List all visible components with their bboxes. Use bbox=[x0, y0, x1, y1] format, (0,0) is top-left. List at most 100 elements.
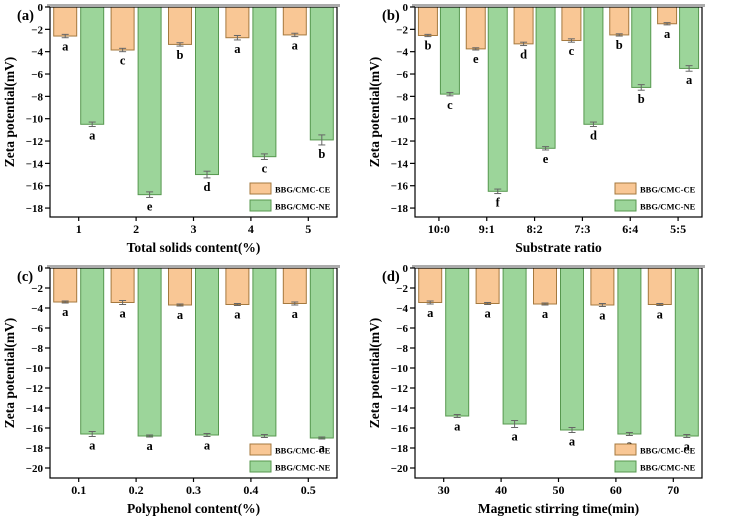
significance-letter: e bbox=[543, 152, 549, 166]
significance-letter: b bbox=[616, 38, 623, 52]
y-tick-label: −6 bbox=[396, 69, 408, 81]
x-tick-label: 70 bbox=[667, 483, 679, 497]
x-tick-label: 0.3 bbox=[186, 483, 201, 497]
significance-letter: a bbox=[686, 73, 693, 87]
panel-b: (b) b e d c b a c f e d b a 0 −2 −4 −6 −8 −10 −12 −14 −16 −18 1… bbox=[365, 0, 730, 261]
y-tick-label: −18 bbox=[391, 443, 409, 455]
significance-letter: b bbox=[318, 147, 325, 161]
significance-letter: a bbox=[89, 439, 96, 453]
significance-letter: e bbox=[473, 52, 479, 66]
significance-letter: d bbox=[204, 180, 211, 194]
bar bbox=[647, 267, 672, 305]
panel-a: (a) a c b a a a e d c b 0 −2 −4 −6 −8 −10 −12 −14 −16 −18 1 2 3… bbox=[0, 0, 365, 261]
x-tick-label: 10:0 bbox=[428, 222, 450, 236]
y-tick-label: −4 bbox=[31, 47, 43, 59]
y-tick-label: 0 bbox=[38, 2, 44, 14]
panel-label: (b) bbox=[382, 8, 400, 24]
y-tick-label: −4 bbox=[396, 47, 408, 59]
x-tick-label: 3 bbox=[191, 222, 197, 236]
bar bbox=[309, 6, 334, 141]
chart-c: (c)aaaaaaaaaa0−2−4−6−8−10−12−14−16−18−20… bbox=[2, 263, 340, 516]
legend-label: BBG/CMC-CE bbox=[640, 185, 696, 195]
chart-b: (b) b e d c b a c f e d b a 0 −2 −4 −6 −8 −10 −12 −14 −16 −18 1… bbox=[367, 2, 705, 255]
significance-letter: a bbox=[664, 27, 671, 41]
legend-swatch bbox=[614, 443, 637, 456]
legend-label: BBG/CMC-CE bbox=[640, 446, 696, 456]
bar bbox=[168, 6, 192, 45]
panel-label: (d) bbox=[382, 269, 400, 285]
bar bbox=[533, 267, 557, 305]
bar bbox=[80, 267, 105, 435]
x-tick-label: 7:3 bbox=[574, 222, 590, 236]
significance-letter: b bbox=[424, 39, 431, 53]
legend-swatch bbox=[614, 182, 637, 195]
y-axis-title: Zeta potential(mV) bbox=[2, 318, 17, 429]
bar bbox=[590, 267, 615, 306]
legend-swatch bbox=[249, 460, 272, 473]
y-tick-label: −2 bbox=[396, 24, 408, 36]
bar bbox=[417, 6, 438, 36]
x-tick-label: 1 bbox=[76, 222, 82, 236]
significance-letter: a bbox=[62, 305, 69, 319]
bar bbox=[583, 6, 604, 125]
y-tick-label: −12 bbox=[391, 136, 409, 148]
x-tick-label: 4 bbox=[248, 222, 254, 236]
significance-letter: a bbox=[62, 40, 69, 54]
legend-swatch bbox=[614, 460, 637, 473]
y-tick-label: −16 bbox=[391, 423, 409, 435]
significance-letter: c bbox=[569, 44, 575, 58]
y-tick-label: −10 bbox=[391, 114, 409, 126]
x-tick-label: 5 bbox=[305, 222, 311, 236]
bar bbox=[679, 6, 700, 69]
x-tick-label: 8:2 bbox=[527, 222, 543, 236]
bar bbox=[110, 267, 135, 303]
bar bbox=[225, 6, 250, 39]
bar bbox=[502, 267, 527, 425]
bar bbox=[195, 6, 219, 176]
y-tick-label: −2 bbox=[31, 283, 43, 295]
legend-swatch bbox=[249, 443, 272, 456]
significance-letter: a bbox=[684, 440, 691, 454]
y-tick-label: −6 bbox=[31, 323, 43, 335]
y-tick-label: −12 bbox=[26, 136, 44, 148]
y-tick-label: −8 bbox=[396, 343, 408, 355]
y-axis-title: Zeta potential(mV) bbox=[2, 57, 17, 168]
x-axis-title: Polyphenol content(%) bbox=[127, 501, 260, 516]
panel-label: (c) bbox=[17, 269, 33, 285]
x-tick-label: 0.1 bbox=[71, 483, 86, 497]
bar bbox=[195, 267, 219, 436]
chart-a: (a) a c b a a a e d c b 0 −2 −4 −6 −8 −10 −12 −14 −16 −18 1 2 3… bbox=[2, 2, 340, 255]
bar bbox=[439, 6, 460, 95]
bar bbox=[282, 6, 307, 36]
significance-letter: c bbox=[447, 98, 453, 112]
significance-letter: d bbox=[590, 129, 597, 143]
significance-letter: b bbox=[177, 48, 184, 62]
x-tick-label: 0.4 bbox=[243, 483, 258, 497]
bar bbox=[137, 267, 162, 437]
y-tick-label: −4 bbox=[396, 303, 408, 315]
bar bbox=[418, 267, 443, 303]
y-tick-label: −20 bbox=[26, 463, 44, 475]
bar bbox=[657, 6, 678, 25]
significance-letter: b bbox=[638, 92, 645, 106]
x-tick-label: 30 bbox=[438, 483, 450, 497]
significance-letter: a bbox=[292, 307, 299, 321]
x-tick-label: 2 bbox=[133, 222, 139, 236]
significance-letter: a bbox=[234, 308, 241, 322]
y-tick-label: −14 bbox=[26, 403, 44, 415]
bar bbox=[561, 6, 582, 42]
bar bbox=[609, 6, 630, 36]
y-tick-label: −10 bbox=[391, 363, 409, 375]
significance-letter: e bbox=[147, 199, 153, 213]
y-tick-label: −6 bbox=[396, 323, 408, 335]
y-axis-title: Zeta potential(mV) bbox=[367, 57, 382, 168]
panel-label: (a) bbox=[17, 8, 34, 24]
y-tick-label: −12 bbox=[391, 383, 409, 395]
y-tick-label: −10 bbox=[26, 114, 44, 126]
y-tick-label: −16 bbox=[26, 181, 44, 193]
bar bbox=[445, 267, 470, 417]
legend-swatch bbox=[614, 199, 637, 212]
significance-letter: a bbox=[511, 430, 518, 444]
bar bbox=[309, 267, 334, 439]
significance-letter: a bbox=[569, 435, 576, 449]
